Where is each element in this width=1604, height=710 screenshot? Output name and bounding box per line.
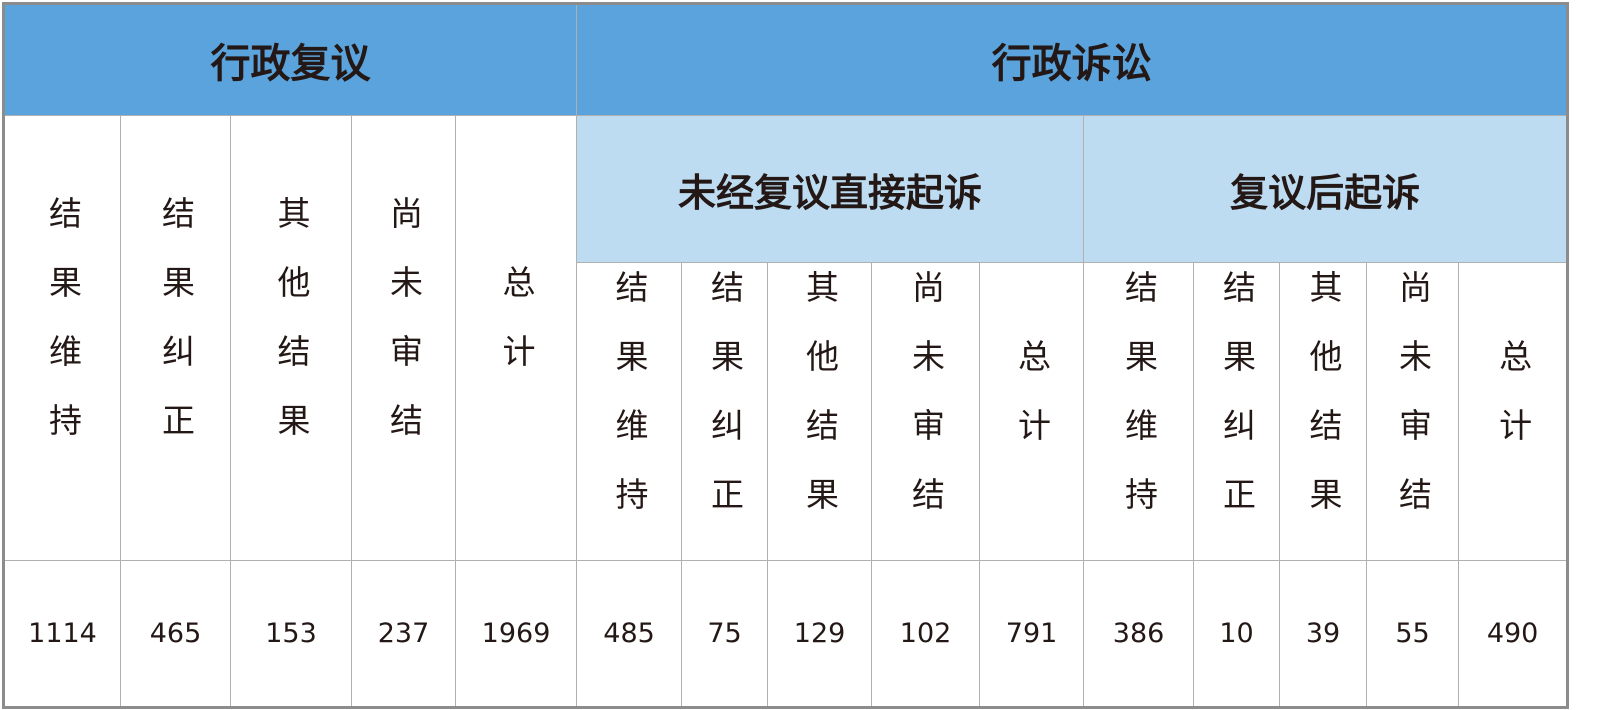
column-label-direct: 尚未审结 (871, 262, 981, 561)
column-label-text: 总计 (497, 265, 537, 403)
value-cell-after: 10 (1193, 560, 1281, 708)
subheader-direct: 未经复议直接起诉 (576, 115, 1085, 263)
column-label-after: 总计 (1458, 262, 1569, 561)
value-cell-after: 490 (1458, 560, 1569, 708)
column-label-text: 尚未审结 (906, 269, 946, 546)
column-label-text: 结果纠正 (705, 269, 745, 546)
statistics-table: 行政复议 行政诉讼 结果维持 结果纠正 其他结果 尚未审结 总计 未经复议直接起诉 复议后… (2, 2, 1570, 709)
column-label-after: 结果纠正 (1193, 262, 1281, 561)
column-label-text: 总计 (1012, 338, 1052, 477)
column-label-direct: 结果维持 (576, 262, 683, 561)
value-cell-review: 465 (120, 560, 231, 708)
column-label-text: 结果纠正 (1217, 269, 1257, 546)
column-label-after: 尚未审结 (1366, 262, 1460, 561)
value-cell-direct: 75 (681, 560, 769, 708)
column-label-review: 结果维持 (3, 115, 121, 561)
column-label-after: 结果维持 (1083, 262, 1195, 561)
value-cell-review: 153 (230, 560, 352, 708)
value-cell-direct: 102 (871, 560, 981, 708)
column-label-text: 其他结果 (800, 269, 840, 546)
header-review: 行政复议 (2, 3, 578, 116)
value-cell-after: 386 (1083, 560, 1195, 708)
column-label-review: 尚未审结 (351, 115, 456, 561)
column-label-text: 尚未审结 (384, 196, 424, 472)
column-label-text: 结果维持 (43, 196, 83, 472)
value-cell-direct: 129 (767, 560, 873, 708)
column-label-review: 总计 (454, 115, 578, 561)
column-label-text: 尚未审结 (1393, 269, 1433, 546)
value-cell-review: 1114 (3, 560, 121, 708)
column-label-review: 结果纠正 (120, 115, 231, 561)
value-cell-direct: 485 (576, 560, 683, 708)
column-label-text: 其他结果 (272, 196, 311, 472)
column-label-text: 其他结果 (1304, 269, 1344, 546)
column-label-direct: 其他结果 (767, 262, 873, 561)
value-cell-after: 55 (1366, 560, 1460, 708)
column-label-review: 其他结果 (230, 115, 352, 561)
subheader-after: 复议后起诉 (1083, 115, 1569, 263)
column-label-after: 其他结果 (1279, 262, 1368, 561)
column-label-text: 总计 (1493, 338, 1533, 477)
column-label-text: 结果维持 (610, 269, 650, 546)
column-label-direct: 结果纠正 (681, 262, 769, 561)
column-label-text: 结果维持 (1119, 269, 1159, 546)
column-label-direct: 总计 (979, 262, 1085, 561)
value-cell-direct: 791 (979, 560, 1085, 708)
header-litigation: 行政诉讼 (576, 3, 1569, 116)
value-cell-review: 1969 (454, 560, 578, 708)
value-cell-review: 237 (351, 560, 456, 708)
column-label-text: 结果纠正 (156, 196, 196, 472)
value-cell-after: 39 (1279, 560, 1368, 708)
